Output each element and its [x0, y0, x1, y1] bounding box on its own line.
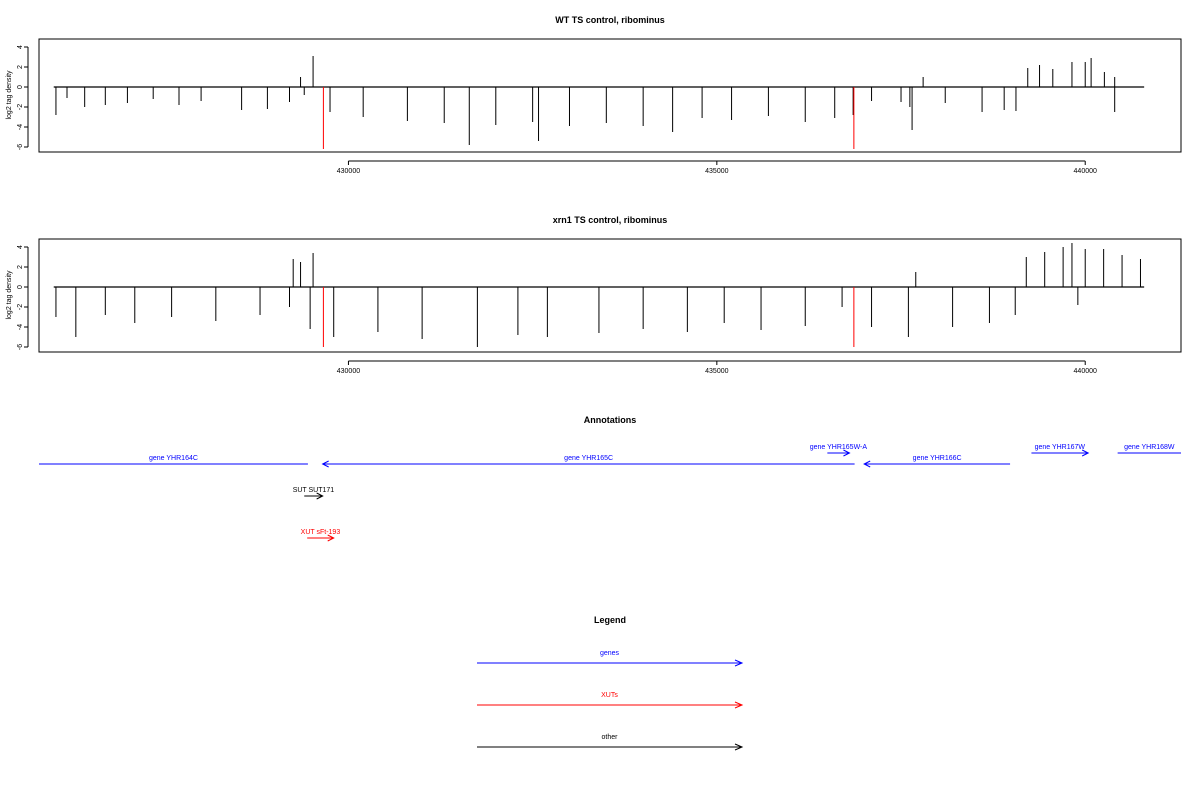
panel-xrn1-axes: -6 -4 -2 0 2 4 430000 435000 440000 — [17, 245, 1097, 375]
legend-arrowhead — [734, 743, 744, 751]
legend-title: Legend — [594, 615, 626, 625]
annotation-arrowhead — [316, 492, 324, 500]
annotation-arrowhead — [321, 460, 329, 468]
y-tick-label: -6 — [17, 344, 24, 350]
y-tick-label: 2 — [17, 65, 24, 69]
y-tick-label: 4 — [17, 245, 24, 249]
annotation-tracks: gene YHR164C gene YHR165C gene YHR165W-A ge… — [39, 444, 1181, 542]
annotation-label: gene YHR167W — [1035, 444, 1086, 451]
y-tick-label: -6 — [17, 144, 24, 150]
legend-panel: Legend genes XUTs other — [477, 615, 744, 751]
legend-label: genes — [600, 650, 620, 657]
annotation-label: gene YHR165W-A — [810, 444, 868, 451]
legend-items: genes XUTs other — [477, 650, 744, 751]
y-tick-label: 0 — [17, 85, 24, 89]
y-tick-label: -4 — [17, 124, 24, 130]
x-tick-label: 440000 — [1074, 368, 1097, 375]
panel-wt: WT TS control, ribominus log2 tag densit… — [6, 15, 1182, 175]
panel-wt-axes: -6 -4 -2 0 2 4 430000 435000 440000 — [17, 45, 1097, 175]
annotations-title: Annotations — [584, 415, 637, 425]
annotation-arrowhead — [863, 460, 871, 468]
panel-xrn1-ylabel: log2 tag density — [6, 270, 13, 320]
panel-xrn1-plot-frame — [38, 238, 1182, 353]
y-tick-label: 2 — [17, 265, 24, 269]
annotation-label: gene YHR164C — [149, 455, 198, 462]
legend-arrowhead — [734, 701, 744, 709]
y-tick-label: 0 — [17, 285, 24, 289]
legend-label: XUTs — [601, 692, 618, 699]
x-tick-label: 430000 — [337, 168, 360, 175]
panel-wt-title: WT TS control, ribominus — [555, 15, 665, 25]
y-tick-label: 4 — [17, 45, 24, 49]
annotation-arrowhead — [843, 449, 851, 457]
annotation-label: gene YHR165C — [564, 455, 613, 462]
annotation-arrowhead — [327, 534, 335, 542]
panel-xrn1-title: xrn1 TS control, ribominus — [553, 215, 668, 225]
panel-xrn1-bars — [53, 243, 1145, 347]
legend-arrowhead — [734, 659, 744, 667]
panel-wt-bars — [53, 56, 1145, 149]
x-tick-label: 435000 — [705, 368, 728, 375]
annotation-arrowhead — [1081, 449, 1090, 457]
x-tick-label: 430000 — [337, 368, 360, 375]
annotation-label: SUT SUT171 — [293, 487, 335, 494]
panel-xrn1: xrn1 TS control, ribominus log2 tag dens… — [6, 215, 1182, 375]
y-tick-label: -2 — [17, 304, 24, 310]
x-tick-label: 440000 — [1074, 168, 1097, 175]
panel-wt-plot-frame — [38, 38, 1182, 153]
x-tick-label: 435000 — [705, 168, 728, 175]
annotation-label: gene YHR168W — [1124, 444, 1175, 451]
panel-wt-ylabel: log2 tag density — [6, 70, 13, 120]
annotations-panel: Annotations gene YHR164C gene YHR165Cgene… — [39, 415, 1181, 542]
y-tick-label: -4 — [17, 324, 24, 330]
legend-label: other — [602, 734, 619, 741]
y-tick-label: -2 — [17, 104, 24, 110]
annotation-label: gene YHR166C — [913, 455, 962, 462]
annotation-label: XUT sFt-193 — [301, 529, 341, 536]
